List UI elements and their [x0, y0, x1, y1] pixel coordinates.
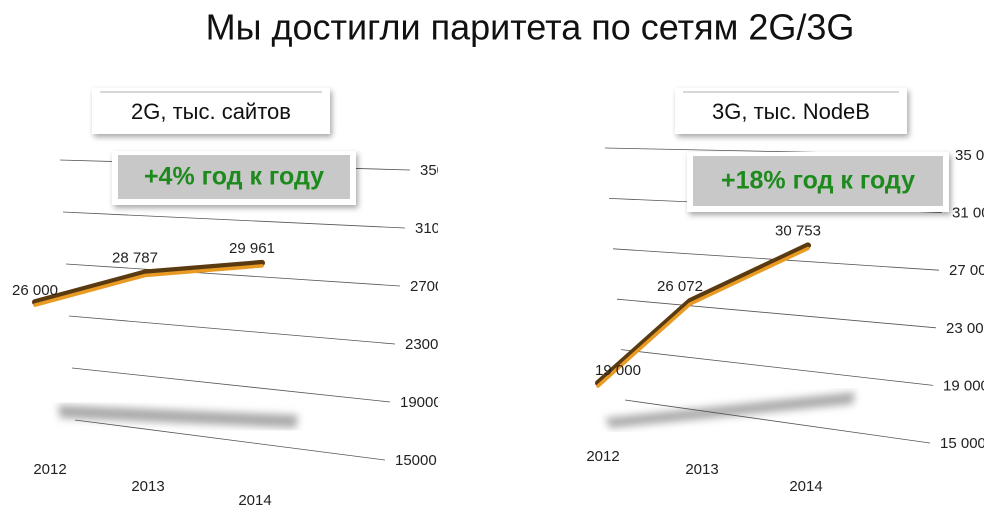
grid-line — [71, 367, 391, 403]
x-tick-label: 2014 — [789, 478, 822, 495]
annotation: +4% год к году — [144, 163, 324, 191]
slide-title: Мы достигли паритета по сетям 2G/3G — [206, 7, 855, 48]
y-tick-label: 31 000 — [952, 205, 998, 222]
x-tick-label: 2013 — [685, 461, 718, 478]
x-tick-label: 2013 — [131, 478, 164, 495]
line-depth — [32, 259, 265, 306]
x-tick-label: 2012 — [586, 448, 619, 465]
series-line — [596, 246, 810, 388]
chart-title: 3G, тыс. NodeB — [712, 99, 870, 124]
grid-line — [62, 211, 406, 229]
data-label: 19 000 — [595, 362, 641, 379]
y-tick-label: 23 000 — [946, 320, 992, 337]
data-label: 26 000 — [12, 282, 58, 299]
series-line — [33, 264, 264, 307]
chart: 15000 19000 23000 27000 31000 35000 2012 2013 20… — [12, 88, 462, 509]
grid-line — [74, 419, 386, 461]
y-tick-label: 31000 — [415, 220, 457, 237]
y-tick-label: 27000 — [410, 278, 452, 295]
y-tick-label: 35000 — [420, 162, 462, 179]
floor-shadow — [605, 392, 855, 428]
annotation-box — [118, 155, 350, 199]
title-box — [675, 88, 907, 134]
data-label: 29 961 — [229, 240, 275, 257]
chart-title: 2G, тыс. сайтов — [131, 99, 291, 124]
grid-line — [68, 315, 396, 345]
title-box — [92, 88, 330, 134]
line-depth — [595, 242, 811, 387]
x-tick-label: 2014 — [238, 492, 271, 509]
y-tick-label: 27 000 — [949, 262, 995, 279]
annotation: +18% год к году — [721, 167, 915, 195]
annotation-box — [693, 156, 943, 206]
data-label: 28 787 — [112, 249, 158, 266]
grid-line — [624, 399, 931, 444]
y-tick-label: 19 000 — [943, 377, 989, 394]
y-tick-label: 23000 — [405, 336, 447, 353]
y-tick-label: 19000 — [400, 394, 442, 411]
y-tick-label: 15000 — [395, 452, 437, 469]
data-label: 26 072 — [657, 278, 703, 295]
y-tick-label: 15 000 — [940, 435, 986, 452]
chart: 15 000 19 000 23 000 27 000 31 000 35 000 2012… — [586, 88, 998, 495]
data-label: 30 753 — [775, 222, 821, 239]
y-tick-label: 35 000 — [955, 147, 998, 164]
floor-shadow — [58, 405, 298, 428]
x-tick-label: 2012 — [33, 461, 66, 478]
grid-line — [65, 263, 401, 287]
grid-line — [620, 349, 934, 386]
grid-line — [616, 298, 937, 329]
